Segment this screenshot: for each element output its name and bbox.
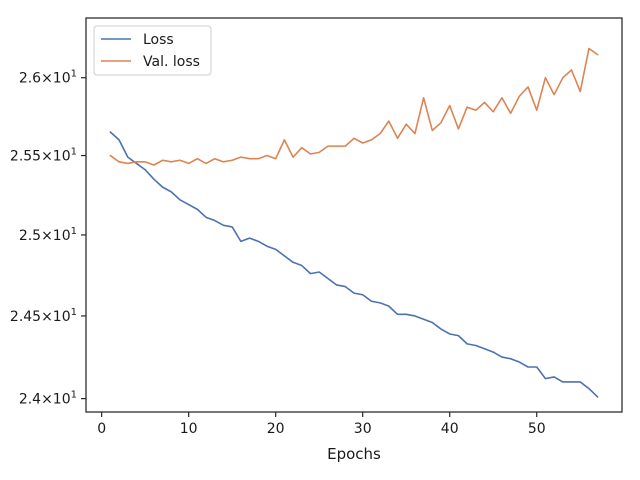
series-line-val-loss — [109, 47, 599, 166]
series-line-loss — [109, 131, 599, 398]
legend: Loss Val. loss — [93, 25, 212, 76]
series-layer — [109, 47, 599, 398]
y-tick-label: 2.5×101 — [19, 226, 77, 244]
y-ticks: 2.4×101 2.45×101 2.5×101 2.55×101 2.6×101 — [10, 69, 86, 408]
plot-frame — [85, 17, 623, 413]
y-tick-label: 2.45×101 — [10, 307, 77, 325]
y-tick-label: 2.4×101 — [19, 390, 77, 408]
y-tick-label: 2.6×101 — [19, 69, 77, 87]
x-tick-label: 20 — [267, 421, 285, 437]
x-ticks: 0 10 20 30 40 50 — [97, 412, 546, 437]
legend-label-loss: Loss — [143, 32, 174, 48]
x-tick-label: 10 — [180, 421, 198, 437]
x-tick-label: 40 — [441, 421, 459, 437]
y-tick-label: 2.55×101 — [10, 147, 77, 165]
x-axis-label: Epochs — [327, 445, 381, 463]
legend-label-val-loss: Val. loss — [143, 54, 200, 70]
x-tick-label: 30 — [354, 421, 372, 437]
plot-area — [86, 18, 622, 412]
x-tick-label: 50 — [528, 421, 546, 437]
x-tick-label: 0 — [97, 421, 106, 437]
